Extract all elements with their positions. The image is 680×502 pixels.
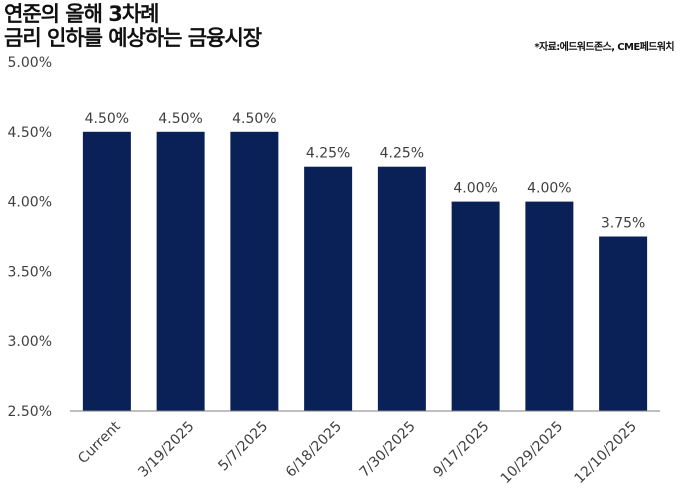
x-tick-label: 7/30/2025	[357, 419, 419, 481]
x-tick-label: 12/10/2025	[572, 419, 640, 487]
data-label: 4.00%	[453, 181, 497, 197]
bar	[377, 166, 426, 411]
source-note: *자료:에드워드존스, CME페드워치	[534, 42, 674, 53]
x-tick-label: 3/19/2025	[135, 419, 197, 481]
x-tick-label: 5/7/2025	[215, 419, 271, 475]
bar	[156, 131, 205, 412]
x-tick-label: 9/17/2025	[430, 419, 492, 481]
data-label: 4.00%	[527, 181, 571, 197]
bar	[599, 236, 648, 411]
y-tick-label: 4.50%	[8, 125, 52, 141]
y-tick-label: 4.00%	[8, 195, 52, 211]
chart-headline: 연준의 올해 3차례 금리 인하를 예상하는 금융시장	[4, 2, 262, 50]
data-label: 3.75%	[601, 216, 645, 232]
x-tick-label: 6/18/2025	[283, 419, 345, 481]
data-label: 4.25%	[380, 146, 424, 162]
y-tick-label: 2.50%	[8, 404, 52, 420]
bar	[304, 166, 353, 411]
y-tick-label: 3.00%	[8, 334, 52, 350]
bar	[230, 131, 279, 412]
x-tick-label: Current	[75, 418, 124, 467]
data-label: 4.50%	[158, 111, 202, 127]
x-tick-label: 10/29/2025	[498, 419, 566, 487]
bar	[451, 201, 500, 411]
headline-line-2: 금리 인하를 예상하는 금융시장	[4, 26, 262, 50]
data-label: 4.25%	[306, 146, 350, 162]
bar	[525, 201, 574, 411]
data-label: 4.50%	[232, 111, 276, 127]
data-label: 4.50%	[85, 111, 129, 127]
headline-line-1: 연준의 올해 3차례	[4, 2, 159, 26]
y-tick-label: 5.00%	[8, 55, 52, 71]
y-tick-label: 3.50%	[8, 264, 52, 280]
bar	[82, 131, 131, 412]
